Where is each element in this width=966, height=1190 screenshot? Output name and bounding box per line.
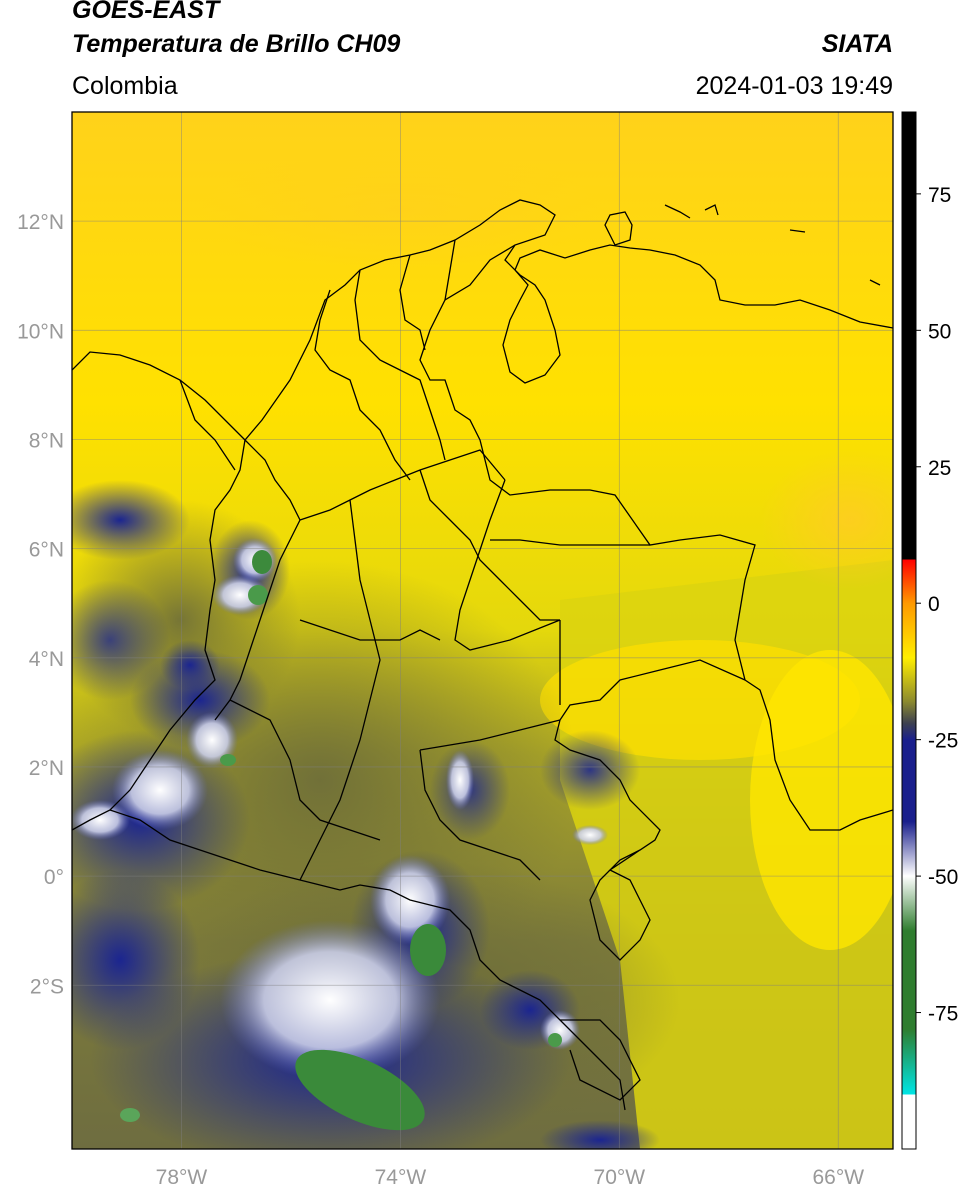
borders-layer [72, 199, 893, 1111]
lat-tick-label: 6°N [29, 539, 64, 562]
latitude-axis: 12°N 10°N 8°N 6°N 4°N 2°N 0° 2°S [17, 211, 64, 998]
lon-tick-label: 66°W [812, 1166, 864, 1189]
colorbar [901, 111, 917, 1150]
datetime-label: 2024-01-03 19:49 [695, 72, 893, 100]
product-title: Temperatura de Brillo CH09 [72, 30, 401, 58]
colorbar-tick-label: -25 [928, 730, 958, 753]
amazonas-border [554, 659, 746, 961]
lat-tick-label: 10°N [17, 320, 64, 343]
region-label: Colombia [72, 72, 178, 100]
caribbean-coast [72, 199, 893, 441]
venezuela-inner-border [419, 244, 893, 831]
lat-tick-label: 2°N [29, 757, 64, 780]
colorbar-tick-label: 50 [928, 320, 951, 343]
colorbar-tick-label: 75 [928, 184, 951, 207]
lat-tick-label: 4°N [29, 648, 64, 671]
department-lines-east [179, 379, 650, 881]
lat-tick-label: 12°N [17, 211, 64, 234]
lat-tick-label: 8°N [29, 429, 64, 452]
colorbar-tick-label: 25 [928, 457, 951, 480]
lon-tick-label: 70°W [594, 1166, 646, 1189]
pacific-coast [72, 439, 246, 831]
graticule [72, 112, 893, 1149]
lon-tick-label: 78°W [156, 1166, 208, 1189]
peru-brazil-border [560, 1019, 641, 1101]
department-lines-center [314, 239, 456, 481]
satellite-title: GOES-EAST [72, 0, 220, 24]
agency-label: SIATA [821, 30, 893, 58]
map-frame [71, 111, 894, 1150]
colorbar-scale [901, 111, 917, 1150]
lat-tick-label: 2°S [30, 975, 64, 998]
department-lines-west [214, 439, 560, 881]
colorbar-tick-label: 0 [928, 593, 940, 616]
brightness-temperature-field [72, 112, 893, 1149]
lon-tick-label: 74°W [375, 1166, 427, 1189]
lat-tick-label: 0° [44, 866, 64, 889]
colorbar-tick-label: -75 [928, 1003, 958, 1026]
longitude-axis: 78°W 74°W 70°W 66°W [156, 1166, 865, 1189]
ecuador-border [109, 809, 626, 1111]
small-islands [604, 204, 881, 286]
colorbar-tick-label: -50 [928, 866, 958, 889]
colorbar-axis: 75 50 25 0 -25 -50 -75 [916, 184, 958, 1026]
